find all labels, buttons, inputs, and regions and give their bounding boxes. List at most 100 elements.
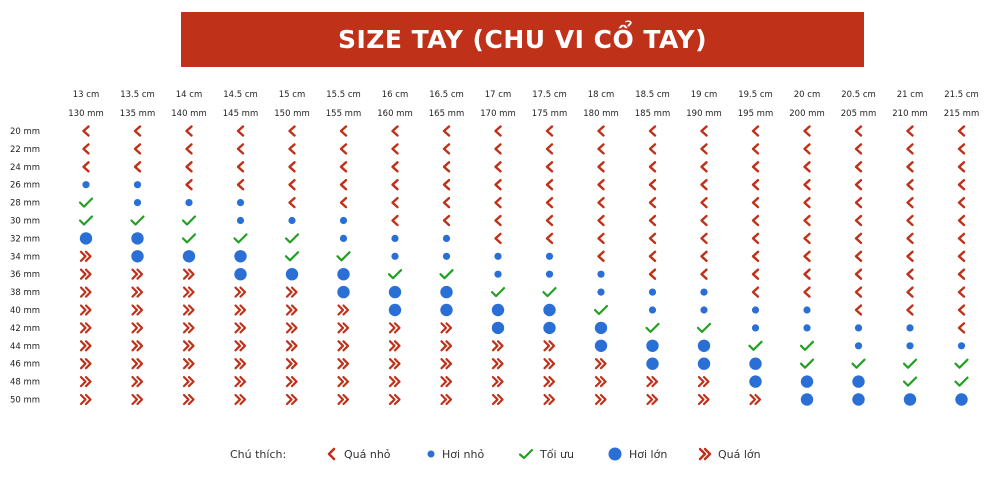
cell-too-large xyxy=(337,322,350,334)
cell-too-large xyxy=(594,376,607,388)
cell-too-small xyxy=(854,214,863,227)
cell-too-large xyxy=(491,376,504,388)
column-header-cm: 17 cm xyxy=(485,90,511,100)
cell-slightly-large xyxy=(388,303,402,317)
legend-item-slightly-large: Hơi lớn xyxy=(607,443,667,465)
row-label: 48 mm xyxy=(10,378,40,388)
cell-too-small xyxy=(906,286,914,298)
cell-too-small xyxy=(854,196,863,209)
cell-too-small xyxy=(854,250,863,262)
cell-too-small xyxy=(648,161,657,173)
cell-too-large xyxy=(337,393,350,406)
cell-too-small xyxy=(854,143,863,155)
cell-too-small xyxy=(288,179,296,191)
cell-slightly-small xyxy=(854,342,863,350)
cell-too-small xyxy=(597,179,605,191)
cell-too-large xyxy=(182,304,195,316)
cell-too-large xyxy=(182,376,195,388)
cell-optimal xyxy=(181,215,197,226)
cell-slightly-small xyxy=(339,234,348,242)
cell-slightly-small xyxy=(700,306,708,314)
legend-item-slightly-small: Hơi nhỏ xyxy=(426,443,484,465)
cell-too-small xyxy=(700,179,708,191)
cell-slightly-large xyxy=(79,232,93,245)
row-label: 20 mm xyxy=(10,127,40,137)
cell-too-small xyxy=(185,179,193,191)
cell-slightly-small xyxy=(597,288,605,296)
cell-too-large xyxy=(285,340,298,352)
page-title: SIZE TAY (CHU VI CỔ TAY) xyxy=(181,12,864,67)
cell-too-small xyxy=(751,143,760,155)
cell-too-small xyxy=(906,143,914,155)
cell-slightly-small xyxy=(700,288,708,296)
column-header-mm: 130 mm xyxy=(68,109,104,119)
cell-slightly-small xyxy=(288,216,296,225)
cell-too-small xyxy=(700,143,708,155)
cell-too-large xyxy=(285,322,298,334)
cell-too-small xyxy=(648,143,657,155)
column-header-cm: 15 cm xyxy=(279,90,305,100)
cell-too-small xyxy=(545,214,554,227)
cell-too-small xyxy=(854,125,863,137)
cell-too-small xyxy=(648,125,657,137)
cell-too-small xyxy=(803,143,811,155)
column-header-cm: 20 cm xyxy=(794,90,820,100)
cell-too-small xyxy=(957,161,966,173)
cell-slightly-large xyxy=(955,393,968,406)
cell-slightly-small xyxy=(442,234,451,242)
cell-optimal xyxy=(284,251,300,262)
cell-too-small xyxy=(957,125,966,137)
cell-too-small xyxy=(597,161,605,173)
row-label: 36 mm xyxy=(10,270,40,280)
cell-too-large xyxy=(388,393,401,406)
cell-too-large xyxy=(337,376,350,388)
cell-too-small xyxy=(236,179,245,191)
cell-optimal xyxy=(851,358,866,369)
cell-too-small xyxy=(906,232,914,245)
large-dot-icon xyxy=(608,447,622,461)
cell-optimal xyxy=(284,233,300,244)
cell-too-small xyxy=(545,232,554,245)
cell-too-small xyxy=(391,143,399,155)
cell-slightly-small xyxy=(494,252,502,260)
cell-too-small xyxy=(906,125,914,137)
column-header-mm: 170 mm xyxy=(480,109,516,119)
cell-slightly-large xyxy=(543,303,556,317)
cell-slightly-large xyxy=(594,339,608,352)
cell-too-large xyxy=(440,358,453,370)
cell-slightly-large xyxy=(285,268,299,281)
cell-slightly-large xyxy=(646,357,659,370)
legend-label: Chú thích: xyxy=(230,447,287,461)
cell-optimal xyxy=(902,358,918,369)
cell-too-small xyxy=(82,161,90,173)
cell-slightly-small xyxy=(751,306,760,314)
cell-too-large xyxy=(491,358,504,370)
size-chart-grid: 13 cm 130 mm 13.5 cm 135 mm 14 cm 140 mm 14.5 … xyxy=(10,90,979,406)
cell-too-small xyxy=(82,125,90,137)
cell-too-small xyxy=(957,214,966,227)
cell-slightly-small xyxy=(236,199,245,207)
cell-optimal xyxy=(696,322,712,333)
cell-optimal xyxy=(233,233,248,244)
cell-too-small xyxy=(957,143,966,155)
legend-item-optimal: Tối ưu xyxy=(518,443,574,465)
cell-too-small xyxy=(648,268,657,280)
cell-slightly-small xyxy=(545,270,554,278)
cell-too-large xyxy=(79,376,92,388)
cell-optimal xyxy=(439,269,454,280)
row-label: 44 mm xyxy=(10,342,40,352)
cell-too-small xyxy=(339,179,348,191)
cell-too-small xyxy=(854,268,863,280)
cell-too-small xyxy=(597,143,605,155)
cell-too-large xyxy=(79,268,92,280)
cell-too-large xyxy=(131,376,144,388)
cell-too-small xyxy=(288,143,296,155)
cell-too-small xyxy=(751,196,760,209)
cell-too-small xyxy=(442,179,451,191)
cell-too-small xyxy=(751,161,760,173)
column-header-mm: 180 mm xyxy=(583,109,619,119)
cell-too-large xyxy=(543,340,556,352)
cell-too-small xyxy=(957,196,966,209)
cell-slightly-large xyxy=(388,285,402,299)
column-header-cm: 14.5 cm xyxy=(223,90,258,100)
